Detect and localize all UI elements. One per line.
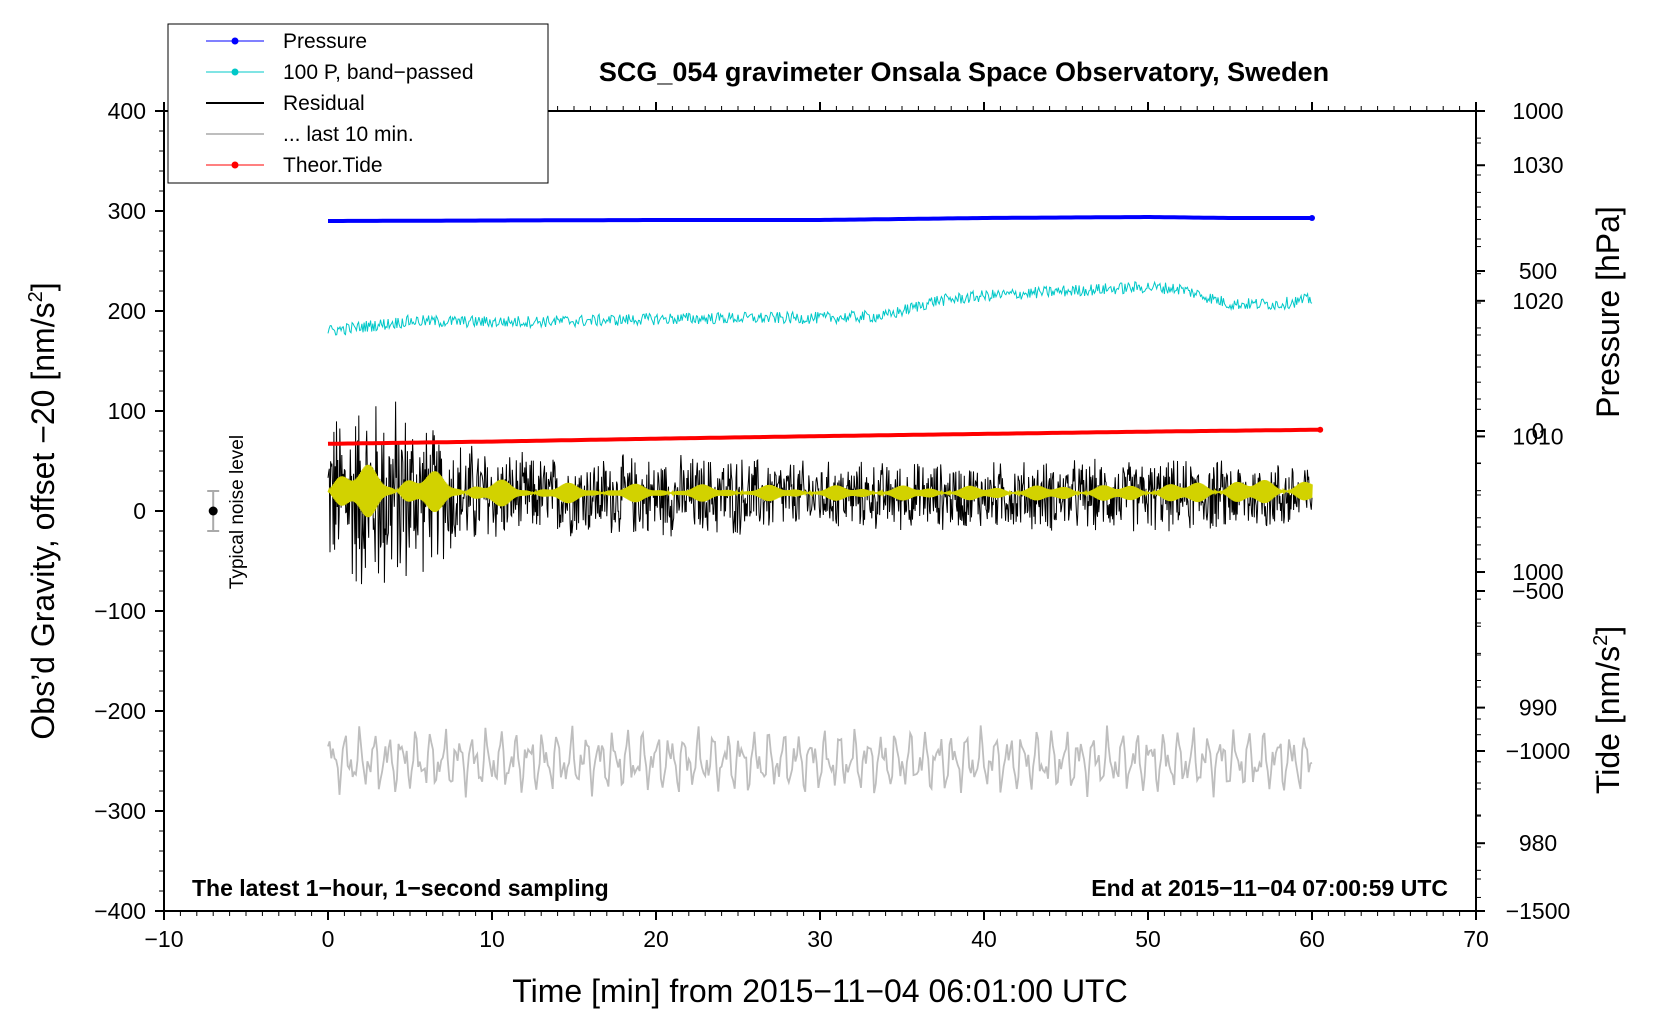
tide-tick-label: 500	[1519, 258, 1557, 284]
tide-tick-label: 1000	[1512, 98, 1563, 124]
x-tick-label: 10	[479, 926, 505, 952]
pressure-tick-label: 1020	[1512, 288, 1563, 314]
x-tick-label: 40	[971, 926, 997, 952]
series-pressure-end-marker	[1309, 215, 1315, 221]
x-tick-label: 50	[1135, 926, 1161, 952]
legend-marker	[231, 161, 239, 169]
legend: Pressure 100 P, band−passed Residual ... la…	[167, 23, 549, 184]
y-axis-title-left: Obs’d Gravity, offset −20 [nm/s2]	[25, 282, 61, 739]
y-tick-label: −100	[94, 598, 146, 624]
series-theor-tide	[327, 427, 1321, 446]
legend-label: Theor.Tide	[283, 154, 383, 177]
legend-entries: Pressure 100 P, band−passed Residual ... la…	[206, 30, 474, 177]
tide-axis-title-close: ]	[1590, 626, 1626, 635]
series-pressure-bandpassed	[327, 280, 1313, 336]
series-layer	[327, 215, 1324, 798]
series-pressure	[328, 215, 1312, 223]
x-tick-label: 0	[322, 926, 335, 952]
y-tick-label: 100	[108, 398, 146, 424]
x-tick-label: 70	[1463, 926, 1489, 952]
y-axis-title-left-sup: 2	[25, 291, 47, 302]
pressure-axis-title: Pressure [hPa]	[1590, 206, 1626, 418]
noise-bar-point	[208, 506, 218, 516]
y-tick-label: 300	[108, 198, 146, 224]
tide-axis-title: Tide [nm/s2]	[1590, 626, 1626, 794]
y-tick-label: 0	[133, 498, 146, 524]
legend-label: Residual	[283, 92, 365, 115]
legend-marker	[231, 68, 239, 76]
x-tick-label: 30	[807, 926, 833, 952]
y-tick-label: −200	[94, 698, 146, 724]
pressure-tick-label: 1010	[1512, 423, 1563, 449]
tide-tick-label: −1500	[1506, 898, 1571, 924]
x-tick-label: 60	[1299, 926, 1325, 952]
y-tick-label: 200	[108, 298, 146, 324]
tide-tick-label: −1000	[1506, 738, 1571, 764]
y-axis-title-left-text: Obs’d Gravity, offset −20 [nm/s	[25, 302, 61, 739]
y-tick-label: −300	[94, 798, 146, 824]
legend-label: Pressure	[283, 30, 367, 53]
note-end-time: End at 2015−11−04 07:00:59 UTC	[1091, 875, 1448, 901]
x-axis-title: Time [min] from 2015−11−04 06:01:00 UTC	[512, 973, 1127, 1009]
pressure-tick-label: 990	[1519, 695, 1557, 721]
chart-title: SCG_054 gravimeter Onsala Space Observat…	[599, 57, 1329, 87]
legend-label: ... last 10 min.	[283, 123, 414, 146]
pressure-tick-label: 980	[1519, 830, 1557, 856]
series-residual-bandpassed	[327, 464, 1313, 518]
tide-axis-title-text: Tide [nm/s	[1590, 646, 1626, 794]
tide-tick-label: 0	[1532, 418, 1545, 444]
note-sampling: The latest 1−hour, 1−second sampling	[192, 875, 609, 901]
pressure-tick-label: 1030	[1512, 152, 1563, 178]
x-tick-label: 20	[643, 926, 669, 952]
tide-tick-label: −500	[1512, 578, 1564, 604]
ticks-layer: −10 0 10 20 30 40 50 60 704003002001000−100−200−…	[94, 98, 1570, 952]
series-theor-tide-end-marker	[1317, 426, 1324, 433]
pressure-tick-label: 1000	[1512, 559, 1563, 585]
y-tick-label: 400	[108, 98, 146, 124]
series-last-10-min	[327, 725, 1313, 798]
y-axis-title-left-close: ]	[25, 282, 61, 291]
x-tick-label: −10	[144, 926, 183, 952]
noise-level-indicator	[207, 490, 220, 532]
legend-box	[167, 23, 549, 184]
tide-axis-title-sup: 2	[1590, 635, 1612, 646]
legend-marker	[231, 37, 239, 45]
noise-level-label: Typical noise level	[227, 435, 248, 589]
y-tick-label: −400	[94, 898, 146, 924]
legend-label: 100 P, band−passed	[283, 61, 474, 84]
